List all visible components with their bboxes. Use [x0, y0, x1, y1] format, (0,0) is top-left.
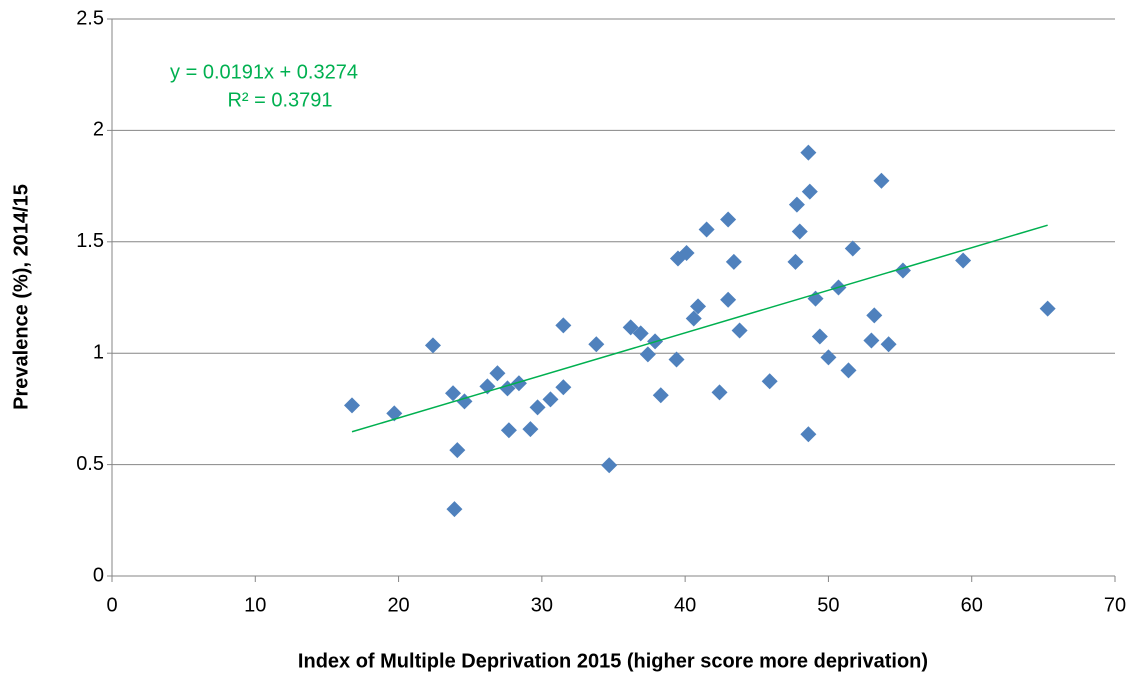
- y-tick-label: 1.5: [76, 230, 104, 252]
- point: [668, 351, 685, 368]
- y-axis-label: Prevalence (%), 2014/15: [10, 184, 32, 410]
- point: [500, 422, 517, 439]
- point: [529, 399, 546, 416]
- point: [800, 426, 817, 443]
- point: [446, 501, 463, 518]
- point: [588, 336, 605, 353]
- y-tick-label: 0: [93, 564, 104, 586]
- point: [678, 244, 695, 261]
- x-tick-label: 60: [961, 594, 983, 616]
- point: [820, 349, 837, 366]
- point: [800, 144, 817, 161]
- point: [344, 397, 361, 414]
- point: [873, 172, 890, 189]
- point: [801, 183, 818, 200]
- x-axis-label: Index of Multiple Deprivation 2015 (high…: [298, 650, 928, 672]
- x-tick-label: 0: [106, 594, 117, 616]
- point: [720, 211, 737, 228]
- point: [542, 391, 559, 408]
- point: [449, 442, 466, 459]
- point: [445, 385, 462, 402]
- point: [787, 253, 804, 270]
- point: [880, 336, 897, 353]
- point: [731, 322, 748, 339]
- y-tick-label: 2: [93, 119, 104, 141]
- point: [601, 457, 618, 474]
- y-tick-label: 1: [93, 341, 104, 363]
- y-tick-label: 0.5: [76, 453, 104, 475]
- point: [424, 337, 441, 354]
- x-tick-label: 50: [817, 594, 839, 616]
- point: [555, 379, 572, 396]
- point: [652, 387, 669, 404]
- point: [685, 310, 702, 327]
- point: [844, 240, 861, 257]
- point: [840, 362, 857, 379]
- point: [555, 317, 572, 334]
- point: [698, 221, 715, 238]
- trendline-equation: y = 0.0191x + 0.3274: [170, 61, 358, 83]
- point: [639, 346, 656, 363]
- point: [669, 250, 686, 267]
- point: [456, 393, 473, 410]
- point: [1039, 300, 1056, 317]
- x-tick-label: 20: [387, 594, 409, 616]
- trendline: [351, 224, 1048, 433]
- y-tick-label: 2.5: [76, 7, 104, 29]
- point: [522, 421, 539, 438]
- point: [489, 365, 506, 382]
- point: [690, 298, 707, 315]
- x-tick-label: 30: [531, 594, 553, 616]
- point: [632, 325, 649, 342]
- point: [788, 196, 805, 213]
- point: [811, 328, 828, 345]
- x-tick-label: 40: [674, 594, 696, 616]
- point: [955, 252, 972, 269]
- point: [711, 384, 728, 401]
- point: [761, 373, 778, 390]
- point: [791, 223, 808, 240]
- point: [866, 307, 883, 324]
- point: [622, 319, 639, 336]
- x-tick-label: 70: [1104, 594, 1126, 616]
- trendline-r2: R² = 0.3791: [227, 89, 332, 111]
- point: [720, 291, 737, 308]
- x-tick-label: 10: [244, 594, 266, 616]
- point: [863, 332, 880, 349]
- point: [725, 253, 742, 270]
- point: [510, 375, 527, 392]
